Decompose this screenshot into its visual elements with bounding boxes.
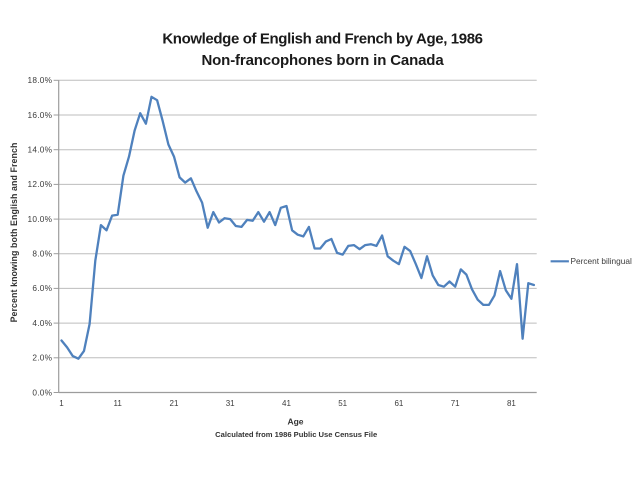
svg-text:21: 21: [170, 399, 179, 408]
svg-text:Calculated from 1986 Public Us: Calculated from 1986 Public Use Census F…: [215, 430, 377, 439]
svg-text:1: 1: [59, 399, 64, 408]
svg-text:Knowledge of English and Frenc: Knowledge of English and French by Age, …: [162, 31, 482, 48]
svg-text:4.0%: 4.0%: [32, 318, 52, 328]
svg-text:14.0%: 14.0%: [28, 145, 53, 155]
svg-text:41: 41: [282, 399, 291, 408]
svg-text:51: 51: [338, 399, 347, 408]
svg-text:11: 11: [114, 399, 123, 408]
svg-text:12.0%: 12.0%: [28, 179, 53, 189]
svg-text:10.0%: 10.0%: [28, 214, 53, 224]
svg-text:71: 71: [451, 399, 460, 408]
svg-text:Percent knowing both English: Percent knowing both English and French: [9, 143, 19, 323]
svg-text:Non-francophones born in Canad: Non-francophones born in Canada: [201, 52, 444, 69]
svg-text:Age: Age: [287, 417, 303, 427]
svg-text:6.0%: 6.0%: [32, 283, 52, 293]
svg-text:81: 81: [507, 399, 516, 408]
svg-text:16.0%: 16.0%: [28, 110, 53, 120]
svg-text:0.0%: 0.0%: [32, 387, 52, 397]
svg-text:Percent bilingual: Percent bilingual: [571, 256, 633, 266]
svg-text:31: 31: [226, 399, 235, 408]
svg-text:8.0%: 8.0%: [32, 249, 52, 259]
svg-text:18.0%: 18.0%: [28, 75, 53, 85]
svg-text:2.0%: 2.0%: [32, 353, 52, 363]
svg-text:61: 61: [394, 399, 403, 408]
